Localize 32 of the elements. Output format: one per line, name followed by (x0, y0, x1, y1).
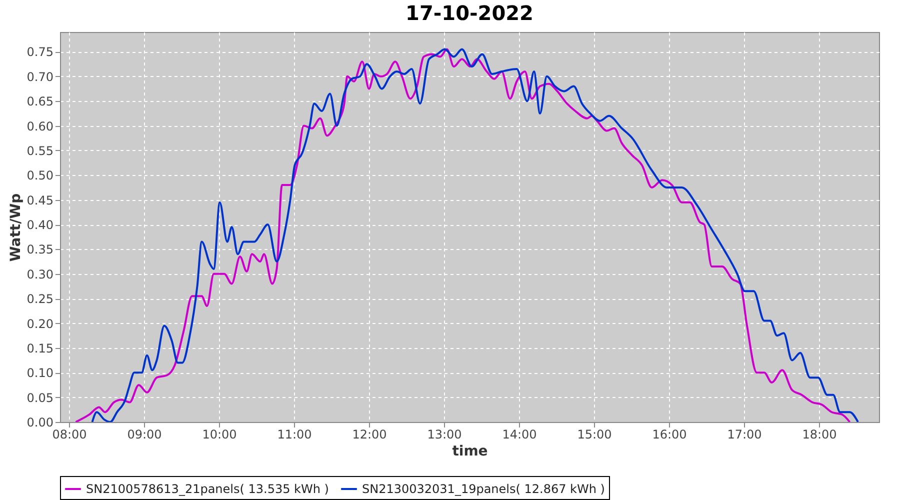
x-tick-label: 14:00 (502, 428, 537, 442)
y-tick-label: 0.05 (26, 390, 54, 405)
y-tick-label: 0.70 (26, 70, 54, 84)
y-axis-title: Watt/Wp (8, 193, 24, 262)
y-tick-label: 0.15 (26, 341, 54, 356)
y-tick-label: 0.60 (26, 119, 54, 134)
x-tick-label: 11:00 (277, 428, 312, 442)
x-tick-label: 13:00 (427, 428, 462, 442)
x-tick-label: 10:00 (202, 428, 237, 442)
y-tick-label: 0.35 (26, 242, 54, 257)
y-tick-label: 0.45 (26, 193, 54, 208)
y-tick-label: 0.50 (26, 168, 54, 183)
y-tick-label: 0.30 (26, 267, 54, 282)
x-tick-label: 08:00 (52, 428, 87, 442)
x-tick-label: 18:00 (802, 428, 837, 442)
legend-label: SN2100578613_21panels( 13.535 kWh ) (86, 482, 329, 496)
y-tick-label: 0.40 (26, 218, 54, 232)
y-tick-label: 0.65 (26, 94, 54, 109)
y-tick-label: 0.75 (26, 45, 54, 60)
y-tick-label: 0.25 (26, 292, 54, 306)
x-tick-label: 15:00 (577, 428, 612, 442)
y-tick-label: 0.55 (26, 144, 54, 158)
y-tick-label: 0.20 (26, 316, 54, 331)
legend-label: SN2130032031_19panels( 12.867 kWh ) (362, 482, 605, 496)
x-tick-label: 09:00 (127, 428, 162, 442)
y-tick-label: 0.10 (26, 366, 54, 380)
y-tick-label: 0.00 (26, 416, 54, 430)
chart-title: 17-10-2022 (406, 1, 534, 25)
x-tick-label: 17:00 (727, 428, 762, 442)
x-tick-label: 12:00 (352, 428, 387, 442)
x-tick-label: 16:00 (652, 428, 687, 442)
x-axis-title: time (452, 444, 488, 460)
